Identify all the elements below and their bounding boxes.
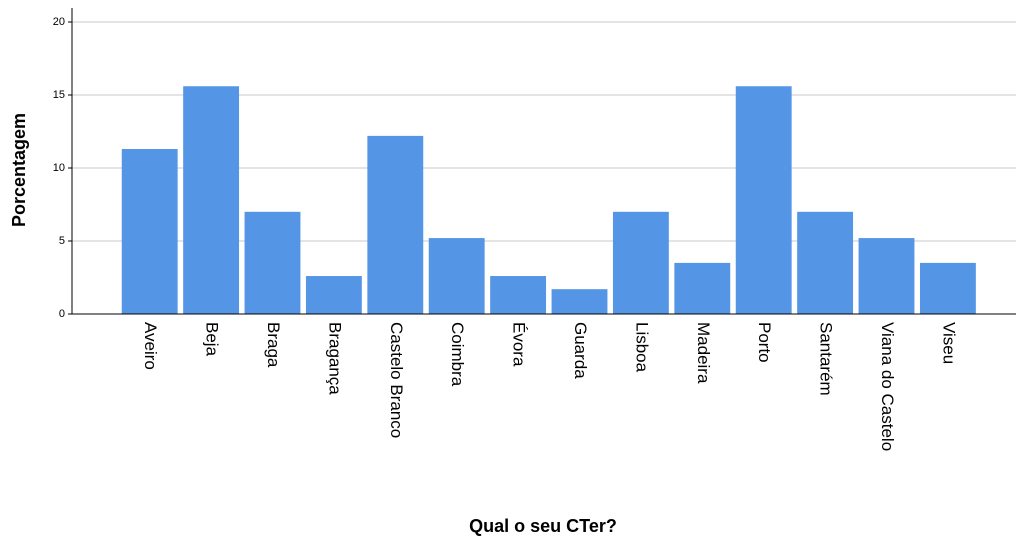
bar [674,262,731,314]
bar [797,211,854,314]
bar [919,262,976,314]
y-tick-label: 20 [53,16,65,28]
bar [305,276,362,314]
bar [551,289,608,314]
bar [244,211,301,314]
bar [735,86,792,315]
x-tick-label: Viseu [939,322,958,364]
x-tick-label: Lisboa [632,322,651,373]
y-tick-label: 15 [53,89,65,101]
x-tick-label: Évora [510,322,529,367]
x-tick-label: Madeira [694,322,713,384]
y-tick-label: 5 [59,235,65,247]
x-tick-label: Viana do Castelo [878,322,897,451]
x-tick-label: Porto [755,322,774,363]
bar [183,86,240,315]
x-tick-label: Castelo Branco [387,322,406,438]
x-tick-label: Beja [203,322,222,357]
x-tick-label: Guarda [571,322,590,379]
x-tick-label: Braga [264,322,283,368]
bar [612,211,669,314]
y-tick-label: 0 [59,308,65,320]
x-tick-label: Coimbra [448,322,467,387]
bar [428,238,485,314]
y-tick-label: 10 [53,162,65,174]
x-axis-title: Qual o seu CTer? [469,516,617,536]
bar [490,276,547,314]
bar [858,238,915,314]
x-tick-label: Aveiro [141,322,160,370]
bar [367,135,424,314]
bar [121,149,178,314]
x-tick-label: Bragança [325,322,344,395]
y-axis-title: Porcentagem [9,113,29,227]
x-tick-label: Santarém [817,322,836,396]
